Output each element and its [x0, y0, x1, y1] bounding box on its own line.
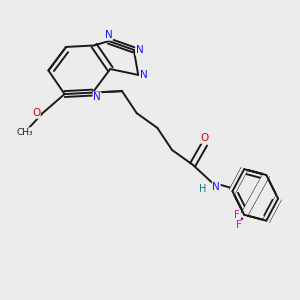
Text: N: N	[140, 70, 148, 80]
Text: H: H	[199, 184, 207, 194]
Text: N: N	[105, 30, 113, 40]
Text: N: N	[136, 45, 144, 55]
Text: CH₃: CH₃	[16, 128, 33, 137]
Text: N: N	[93, 92, 101, 102]
Text: F: F	[236, 220, 242, 230]
Text: F: F	[234, 210, 240, 220]
Text: O: O	[32, 108, 40, 118]
Text: O: O	[200, 133, 208, 143]
Text: N: N	[212, 182, 220, 192]
